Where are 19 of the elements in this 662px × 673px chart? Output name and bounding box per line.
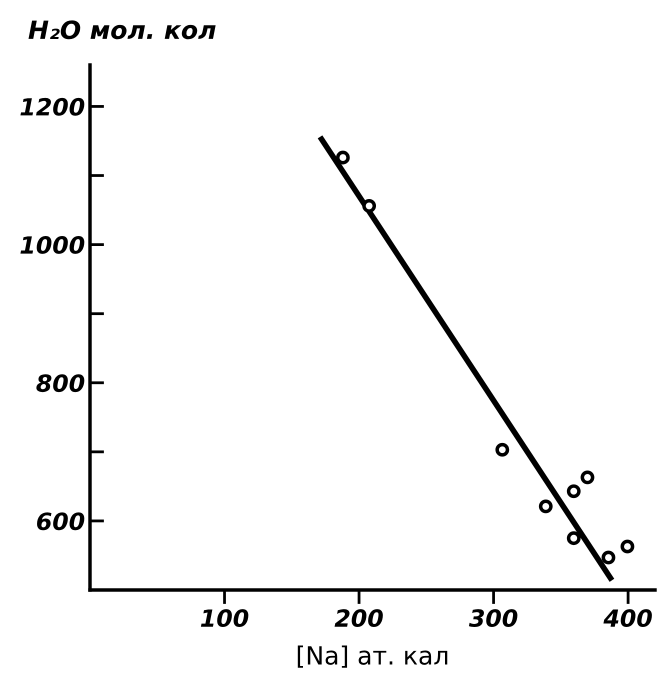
y-tick-label: 600 (37, 512, 84, 530)
point (566, 484, 581, 498)
y-tick-label: 1000 (20, 236, 84, 254)
point (495, 442, 510, 457)
point (336, 150, 350, 164)
point (362, 199, 376, 213)
x-tick-label: 100 (200, 609, 248, 628)
point (566, 531, 581, 546)
y-axis-title: H₂O мол. кол (28, 20, 216, 40)
y-tick-label: 800 (36, 374, 84, 392)
x-tick-label: 400 (603, 609, 652, 628)
y-tick-label: 1200 (20, 98, 84, 116)
x-axis-title: [Na] ат. кал (298, 645, 448, 668)
point (602, 550, 616, 564)
x-tick-label: 300 (468, 609, 518, 628)
x-tick-label: 200 (334, 609, 383, 628)
point (580, 470, 594, 484)
point (538, 500, 553, 514)
point (620, 540, 634, 554)
